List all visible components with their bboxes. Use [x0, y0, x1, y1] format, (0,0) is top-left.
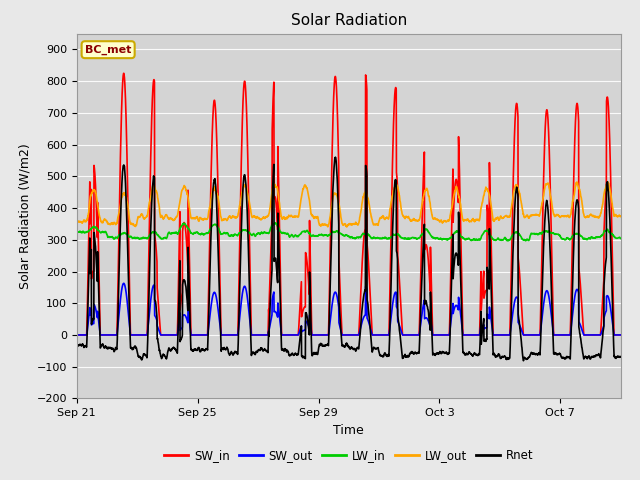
LW_in — [125, 234, 133, 240]
LW_out — [193, 214, 201, 219]
SW_in — [617, 332, 625, 338]
SW_in — [159, 332, 166, 338]
SW_out — [126, 325, 134, 331]
LW_in — [547, 230, 554, 236]
SW_in — [271, 195, 278, 201]
SW_out — [120, 280, 127, 286]
LW_in — [193, 229, 201, 235]
Line: LW_out: LW_out — [77, 182, 621, 227]
Y-axis label: Solar Radiation (W/m2): Solar Radiation (W/m2) — [18, 143, 31, 289]
LW_out — [617, 214, 625, 219]
Rnet — [125, 311, 133, 317]
SW_in — [120, 71, 127, 76]
LW_in — [73, 229, 81, 235]
SW_in — [73, 332, 81, 338]
Text: BC_met: BC_met — [85, 45, 131, 55]
Rnet — [270, 258, 278, 264]
Legend: SW_in, SW_out, LW_in, LW_out, Rnet: SW_in, SW_out, LW_in, LW_out, Rnet — [159, 444, 538, 467]
LW_out — [270, 181, 278, 187]
LW_out — [158, 213, 166, 219]
SW_out — [617, 332, 625, 338]
Rnet — [332, 155, 339, 160]
SW_in — [194, 332, 202, 338]
Line: LW_in: LW_in — [77, 223, 621, 241]
Rnet — [158, 354, 166, 360]
LW_in — [504, 238, 511, 244]
LW_in — [272, 220, 280, 226]
Rnet — [617, 354, 625, 360]
SW_in — [126, 296, 134, 302]
SW_out — [159, 332, 166, 338]
LW_out — [73, 219, 81, 225]
Rnet — [193, 348, 201, 353]
LW_out — [573, 180, 581, 185]
LW_in — [366, 233, 374, 239]
SW_in — [366, 288, 374, 294]
Line: SW_out: SW_out — [77, 283, 621, 335]
SW_in — [547, 194, 554, 200]
SW_out — [271, 309, 278, 314]
Rnet — [73, 342, 81, 348]
Line: Rnet: Rnet — [77, 157, 621, 361]
SW_out — [73, 332, 81, 338]
Line: SW_in: SW_in — [77, 73, 621, 335]
LW_out — [366, 206, 374, 212]
LW_out — [547, 193, 554, 199]
Rnet — [366, 323, 374, 329]
Title: Solar Radiation: Solar Radiation — [291, 13, 407, 28]
LW_in — [617, 236, 625, 241]
LW_in — [158, 236, 166, 241]
SW_out — [547, 305, 554, 311]
X-axis label: Time: Time — [333, 424, 364, 437]
LW_in — [270, 221, 278, 227]
Rnet — [520, 358, 527, 364]
LW_out — [125, 217, 133, 223]
LW_out — [324, 224, 332, 229]
SW_out — [194, 332, 202, 338]
Rnet — [547, 265, 554, 271]
SW_out — [366, 324, 374, 330]
